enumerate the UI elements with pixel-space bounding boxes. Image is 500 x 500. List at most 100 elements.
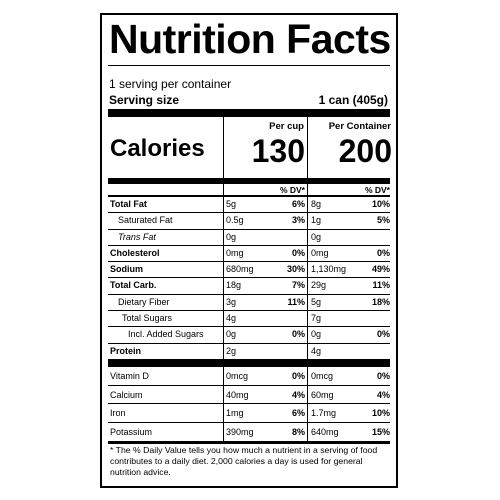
per-cup-header: Per cup bbox=[269, 121, 304, 132]
amount-per-cup: 4g bbox=[226, 313, 237, 324]
dv-per-container: 10% bbox=[371, 199, 390, 209]
nutrient-name: Sodium bbox=[110, 264, 143, 275]
table-row: Vitamin D 0mcg 0% 0mcg 0% bbox=[108, 366, 390, 386]
amount-per-cup: 3g bbox=[226, 296, 237, 307]
table-row: Sodium 680mg 30% 1,130mg 49% bbox=[108, 262, 390, 279]
dv-per-cup: 0% bbox=[291, 329, 305, 340]
table-row: Dietary Fiber 3g 11% 5g 18% bbox=[108, 294, 390, 312]
dv-per-cup: 0% bbox=[291, 247, 305, 258]
dv-per-container: 0% bbox=[376, 247, 390, 258]
nutrient-name: Saturated Fat bbox=[118, 215, 173, 226]
serving-size-label: Serving size bbox=[109, 93, 180, 107]
dv-per-cup: 4% bbox=[291, 389, 305, 400]
nutrient-name: Protein bbox=[110, 345, 142, 356]
nutrient-name: Trans Fat bbox=[118, 231, 156, 242]
amount-per-container: 4g bbox=[311, 345, 322, 356]
amount-per-cup: 5g bbox=[226, 199, 237, 209]
dv-per-cup bbox=[268, 311, 305, 326]
amount-per-container: 0g bbox=[311, 231, 322, 242]
amount-per-cup: 18g bbox=[226, 280, 242, 291]
nutrient-name: Incl. Added Sugars bbox=[128, 329, 204, 340]
footnote-divider bbox=[108, 442, 390, 444]
amount-per-container: 29g bbox=[311, 280, 327, 291]
dv-per-cup: 0% bbox=[291, 370, 305, 381]
per-container-header: Per Container bbox=[328, 121, 391, 132]
amount-per-container: 5g bbox=[311, 296, 322, 307]
nutrient-name: Potassium bbox=[110, 427, 153, 438]
amount-per-cup: 1mg bbox=[226, 408, 244, 419]
amount-per-container: 1.7mg bbox=[311, 408, 337, 419]
amount-per-cup: 390mg bbox=[226, 427, 254, 438]
amount-per-cup: 680mg bbox=[226, 264, 254, 275]
table-row: Calcium 40mg 4% 60mg 4% bbox=[108, 385, 390, 405]
dv-per-container: 5% bbox=[376, 215, 390, 226]
dv-per-cup: 7% bbox=[291, 280, 305, 291]
nutrient-table: % DV* % DV* Total Fat 5g 6% 8g 10% Saturated … bbox=[108, 184, 390, 442]
calories-per-container: Per Container 200 bbox=[307, 117, 395, 178]
footnote: * The % Daily Value tells you how much a… bbox=[110, 445, 378, 477]
nutrient-name: Dietary Fiber bbox=[118, 296, 170, 307]
dv-per-cup: 8% bbox=[291, 427, 305, 438]
amount-per-cup: 0g bbox=[226, 231, 237, 242]
nutrient-name: Iron bbox=[110, 408, 126, 419]
table-row: Cholesterol 0mg 0% 0mg 0% bbox=[108, 245, 390, 263]
table-row: Total Sugars 4g 7g bbox=[108, 311, 390, 328]
dv-per-container bbox=[354, 344, 390, 359]
dv-per-cup: 6% bbox=[291, 408, 305, 419]
amount-per-container: 7g bbox=[311, 313, 322, 324]
dv-per-container: 11% bbox=[372, 280, 390, 291]
nutrient-name: Vitamin D bbox=[110, 370, 149, 381]
dv-header-col2: % DV* bbox=[364, 185, 390, 195]
dv-per-cup: 11% bbox=[287, 296, 305, 307]
table-row: Iron 1mg 6% 1.7mg 10% bbox=[108, 404, 390, 424]
amount-per-container: 640mg bbox=[311, 427, 339, 438]
table-row: Incl. Added Sugars 0g 0% 0g 0% bbox=[108, 327, 390, 344]
amount-per-cup: 0mg bbox=[226, 247, 244, 258]
calories-per-container-value: 200 bbox=[338, 133, 392, 169]
amount-per-container: 60mg bbox=[311, 389, 334, 400]
dv-per-cup: 3% bbox=[291, 215, 305, 226]
amount-per-container: 0g bbox=[311, 329, 322, 340]
dv-header-col1: % DV* bbox=[279, 185, 305, 195]
amount-per-cup: 0.5g bbox=[226, 215, 244, 226]
dv-per-cup bbox=[268, 344, 305, 359]
nutrient-name: Total Sugars bbox=[122, 313, 173, 324]
table-row: Total Carb. 18g 7% 29g 11% bbox=[108, 278, 390, 295]
amount-per-cup: 0mcg bbox=[226, 370, 249, 381]
dv-per-container bbox=[354, 311, 390, 326]
table-row: Total Fat 5g 6% 8g 10% bbox=[108, 197, 390, 214]
dv-per-cup: 6% bbox=[291, 199, 305, 209]
amount-per-container: 0mcg bbox=[311, 370, 334, 381]
dv-per-cup bbox=[268, 230, 305, 245]
thick-divider bbox=[108, 359, 390, 367]
nutrient-name: Total Fat bbox=[110, 199, 147, 209]
dv-per-container bbox=[354, 230, 390, 245]
calories-per-cup-value: 130 bbox=[251, 133, 305, 169]
amount-per-container: 0mg bbox=[311, 247, 329, 258]
nutrient-name: Cholesterol bbox=[110, 247, 160, 258]
table-row: Potassium 390mg 8% 640mg 15% bbox=[108, 423, 390, 442]
nutrient-name: Total Carb. bbox=[110, 280, 157, 291]
servings-per-container: 1 serving per container bbox=[109, 77, 232, 91]
dv-per-container: 49% bbox=[371, 264, 390, 275]
amount-per-cup: 0g bbox=[226, 329, 237, 340]
amount-per-container: 1,130mg bbox=[311, 264, 347, 275]
dv-per-container: 18% bbox=[371, 296, 390, 307]
thick-divider bbox=[108, 109, 390, 117]
dv-per-container: 0% bbox=[376, 370, 390, 381]
amount-per-container: 8g bbox=[311, 199, 322, 209]
calories-label: Calories bbox=[110, 135, 205, 162]
table-row: Saturated Fat 0.5g 3% 1g 5% bbox=[108, 213, 390, 230]
dv-header-row: % DV* % DV* bbox=[108, 184, 390, 197]
table-row: Protein 2g 4g bbox=[108, 343, 390, 360]
calories-per-cup: Per cup 130 bbox=[223, 117, 308, 178]
divider bbox=[108, 65, 390, 66]
calories-block: Calories Per cup 130 Per Container 200 bbox=[108, 117, 392, 178]
dv-per-container: 4% bbox=[376, 389, 390, 400]
dv-per-container: 15% bbox=[371, 427, 390, 438]
nutrient-name: Calcium bbox=[110, 389, 143, 400]
serving-size-value: 1 can (405g) bbox=[318, 93, 388, 107]
amount-per-cup: 40mg bbox=[226, 389, 249, 400]
nutrition-label: Nutrition Facts 1 serving per container … bbox=[100, 13, 398, 488]
table-row: Trans Fat 0g 0g bbox=[108, 229, 390, 246]
